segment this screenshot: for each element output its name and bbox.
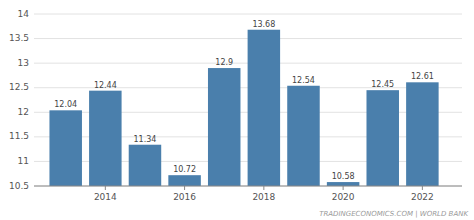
y-tick-label: 13 [18, 58, 29, 68]
data-label: 10.72 [173, 165, 196, 174]
x-tick-label: 2016 [173, 192, 196, 202]
bar [366, 90, 398, 186]
grid [34, 14, 462, 186]
x-tick [343, 186, 344, 190]
data-label: 10.58 [332, 172, 355, 181]
watermark: TRADINGECONOMICS.COM | WORLD BANK [319, 210, 469, 218]
x-tick [263, 186, 264, 190]
x-tick-label: 2020 [332, 192, 355, 202]
data-label: 12.04 [54, 100, 77, 109]
bar [248, 30, 280, 186]
chart: 10.5 11 11.5 12 12.5 13 13.5 14 12.04 12.44 11.34 1… [0, 0, 474, 220]
bar [327, 182, 359, 186]
bar [406, 82, 438, 186]
grid-line [34, 186, 462, 187]
bar [168, 175, 200, 186]
data-label: 12.9 [215, 58, 233, 67]
data-label: 12.45 [371, 80, 394, 89]
y-tick-label: 11 [18, 156, 29, 166]
x-tick [422, 186, 423, 190]
x-tick [184, 186, 185, 190]
bars [49, 30, 438, 186]
grid-line [34, 14, 462, 15]
data-label: 11.34 [134, 135, 157, 144]
data-label: 13.68 [252, 20, 275, 29]
bar [89, 91, 121, 186]
data-label: 12.44 [94, 81, 117, 90]
x-tick-label: 2018 [252, 192, 275, 202]
y-tick-label: 14 [18, 9, 30, 19]
data-label: 12.61 [411, 72, 434, 81]
bar [129, 145, 161, 186]
x-tick-label: 2022 [411, 192, 434, 202]
y-tick-label: 12 [18, 107, 29, 117]
y-tick-label: 12.5 [9, 82, 29, 92]
bar [287, 86, 319, 186]
y-tick-label: 13.5 [9, 33, 29, 43]
data-label: 12.54 [292, 76, 315, 85]
y-tick-label: 10.5 [9, 181, 29, 191]
x-tick-label: 2014 [94, 192, 117, 202]
bar [208, 68, 240, 186]
bar [49, 110, 81, 186]
x-axis-line [34, 186, 462, 187]
x-tick [105, 186, 106, 190]
y-tick-label: 11.5 [9, 131, 29, 141]
